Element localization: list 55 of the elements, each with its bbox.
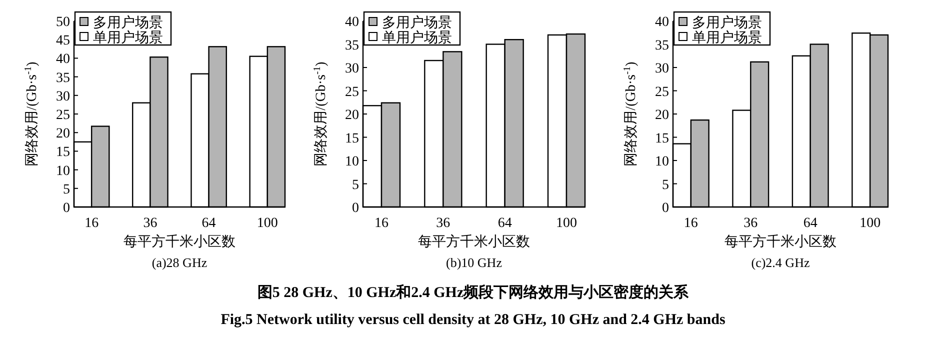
y-tick-label: 25 [655,84,669,100]
x-tick-label: 16 [374,216,388,231]
y-tick-label: 40 [56,52,70,68]
y-tick-label: 0 [662,201,669,216]
y-tick-label: 20 [345,108,359,123]
y-tick-label: 10 [655,154,669,170]
x-tick-label: 16 [684,216,698,231]
legend-label: 单用户场景 [93,30,163,46]
x-tick-label: 36 [744,216,758,231]
y-tick-label: 10 [345,154,359,170]
x-tick-label: 100 [556,216,577,231]
y-tick-label: 30 [56,89,70,104]
y-tick-label: 20 [655,108,669,123]
x-tick-label: 64 [803,216,818,231]
x-axis-title: 每平方千米小区数 [724,234,836,250]
legend-label: 多用户场景 [93,15,163,31]
y-tick-label: 35 [655,38,669,54]
y-tick-label: 30 [655,62,669,76]
y-tick-label: 5 [352,178,359,193]
text: (c)2.4 GHz [751,255,810,270]
y-tick-label: 30 [345,62,359,76]
x-tick-label: 36 [436,216,450,231]
y-tick-label: 15 [345,131,359,146]
y-tick-label: 40 [345,15,359,30]
x-axis-title: 每平方千米小区数 [124,234,236,250]
caption: 图5 28 GHz、10 GHz和2.4 GHz频段下网络效用与小区密度的关系 [257,283,690,301]
y-tick-label: 5 [662,178,669,193]
x-tick-label: 100 [860,216,881,231]
y-tick-label: 45 [56,34,70,49]
y-tick-label: 40 [655,15,669,30]
y-tick-label: 25 [345,84,359,100]
caption: Fig.5 Network utility versus cell density at 28 GHz, 10 GHz and 2.4 GHz bands [220,312,726,328]
y-tick-label: 25 [56,108,70,123]
x-tick-label: 64 [202,216,216,231]
legend-label: 单用户场景 [382,30,452,46]
x-tick-label: 36 [143,216,158,231]
y-tick-label: 0 [63,201,70,216]
text: (a)28 GHz [152,255,208,270]
y-tick-label: 20 [56,126,70,142]
legend-label: 多用户场景 [382,15,452,31]
x-tick-label: 16 [84,216,99,231]
legend-label: 多用户场景 [692,15,762,31]
y-tick-label: 0 [352,201,359,216]
y-tick-label: 15 [655,131,669,146]
legend-label: 单用户场景 [692,30,762,46]
y-tick-label: 5 [63,182,70,198]
y-tick-label: 15 [56,145,70,160]
x-axis-title: 每平方千米小区数 [418,234,530,250]
x-tick-label: 64 [498,216,512,231]
y-tick-label: 10 [56,164,70,179]
y-tick-label: 35 [345,38,359,54]
y-tick-label: 50 [56,15,70,30]
x-tick-label: 100 [256,216,278,231]
text: (b)10 GHz [446,255,502,270]
y-tick-label: 35 [56,70,70,86]
